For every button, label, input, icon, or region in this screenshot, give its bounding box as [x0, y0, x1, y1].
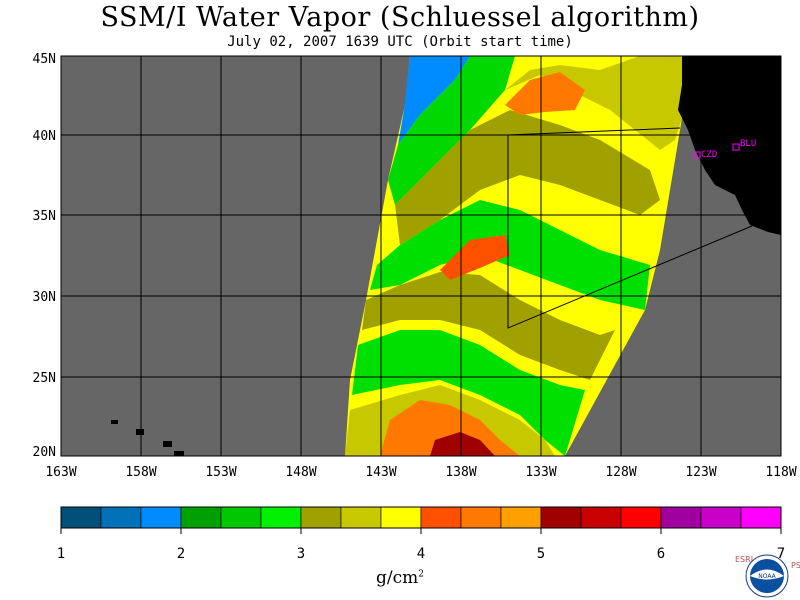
colorbar-swatch [500, 506, 542, 529]
colorbar-swatch [140, 506, 182, 529]
colorbar-tick-label: 5 [537, 546, 545, 562]
colorbar-swatch [700, 506, 742, 529]
colorbar-swatch [620, 506, 662, 529]
noaa-logo: ESRL PSD NOAA [735, 553, 800, 599]
lon-label: 153W [205, 465, 236, 480]
colorbar-swatch [420, 506, 462, 529]
logo-esrl: ESRL [735, 555, 756, 564]
lat-label: 45N [33, 52, 56, 67]
noaa-emblem: NOAA [745, 554, 789, 598]
lon-label: 158W [125, 465, 156, 480]
hawaii-island-1 [111, 420, 118, 424]
station-label-blu: BLU [740, 139, 756, 149]
swath-band-orange [380, 400, 520, 456]
colorbar-tick-label: 2 [177, 546, 185, 562]
sector-outline-2 [507, 135, 753, 329]
chart-subtitle: July 02, 2007 1639 UTC (Orbit start time… [227, 34, 573, 50]
station-marker-blu [732, 143, 740, 151]
lon-label: 143W [365, 465, 396, 480]
unit-text: g/cm [376, 568, 419, 588]
colorbar-tick-label: 4 [417, 546, 425, 562]
hawaii-island-3 [163, 441, 172, 447]
swath-band-green-1 [388, 56, 515, 205]
logo-psd: PSD [791, 561, 800, 570]
colorbar-swatch [340, 506, 382, 529]
lat-label: 30N [33, 290, 56, 305]
colorbar-unit: g/cm2 [376, 568, 424, 588]
lon-label: 133W [525, 465, 556, 480]
lon-label: 138W [445, 465, 476, 480]
unit-exponent: 2 [418, 569, 424, 580]
colorbar-swatch [660, 506, 702, 529]
lon-label: 118W [765, 465, 796, 480]
colorbar-swatch [580, 506, 622, 529]
swath-band-darkred [430, 432, 495, 456]
lon-labels: 163W 158W 153W 148W 143W 138W 133W 128W 123W 118W [45, 465, 796, 480]
colorbar-tick-label: 6 [657, 546, 665, 562]
hawaii-island-2 [136, 429, 144, 435]
lat-labels: 45N 40N 35N 30N 25N 20N [33, 52, 56, 460]
colorbar-swatch [60, 506, 102, 529]
colorbar-swatch [220, 506, 262, 529]
colorbar-swatch [100, 506, 142, 529]
lon-label: 163W [45, 465, 76, 480]
grid-lines [61, 56, 781, 456]
sector-outline [507, 127, 681, 136]
colorbar-tick-label: 1 [57, 546, 65, 562]
lat-label: 25N [33, 371, 56, 386]
colorbar-tick-label: 7 [777, 546, 785, 562]
colorbar-ticks: 1 2 3 4 5 6 7 [57, 528, 785, 562]
lat-label: 35N [33, 209, 56, 224]
swath-band-orange-2 [440, 235, 510, 280]
colorbar-swatch [180, 506, 222, 529]
hawaii-island-4 [174, 451, 184, 456]
colorbar-swatch [380, 506, 422, 529]
lon-label: 128W [605, 465, 636, 480]
lon-label: 123W [685, 465, 716, 480]
stations: CZD BLU [693, 139, 756, 160]
lat-label: 40N [33, 129, 56, 144]
map-frame [60, 55, 782, 457]
north-america-land [678, 56, 781, 235]
lat-label: 20N [33, 445, 56, 460]
swath-band-orange-3 [505, 72, 585, 115]
colorbar-swatch [460, 506, 502, 529]
station-marker-czd [693, 151, 701, 159]
colorbar [60, 506, 782, 529]
station-label-czd: CZD [701, 150, 717, 160]
colorbar-swatch [260, 506, 302, 529]
chart-title: SSM/I Water Vapor (Schluessel algorithm) [100, 2, 700, 33]
swath-band-blue [398, 56, 470, 145]
swath-band-olive-2 [362, 272, 615, 380]
colorbar-tick-label: 3 [297, 546, 305, 562]
swath-band-green-4 [352, 330, 585, 456]
colorbar-swatch [540, 506, 582, 529]
colorbar-swatch [740, 506, 782, 529]
lon-label: 148W [285, 465, 316, 480]
logo-noaa-text: NOAA [758, 573, 776, 580]
colorbar-swatch [300, 506, 342, 529]
